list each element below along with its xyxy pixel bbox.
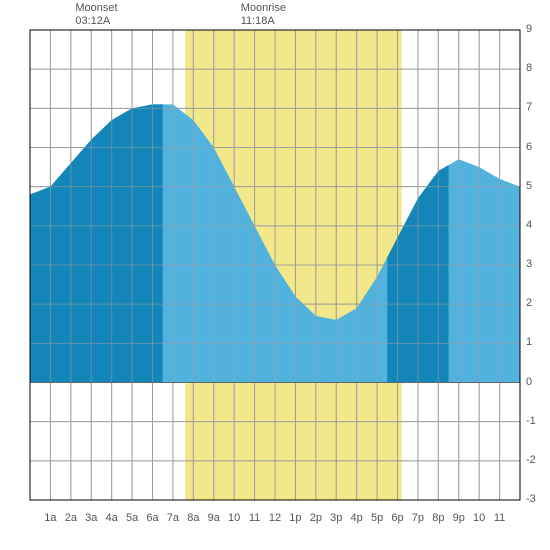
x-tick-label: 10	[228, 512, 240, 524]
x-tick-label: 1a	[44, 512, 56, 524]
chart-svg	[0, 0, 550, 550]
y-tick-label: -2	[526, 454, 536, 466]
x-tick-label: 3a	[85, 512, 97, 524]
moon-event-label: Moonrise11:18A	[241, 2, 286, 28]
x-tick-label: 4p	[351, 512, 363, 524]
x-tick-label: 7a	[167, 512, 179, 524]
tide-chart: -3-2-101234567891a2a3a4a5a6a7a8a9a101112…	[0, 0, 550, 550]
x-tick-label: 8a	[187, 512, 199, 524]
y-tick-label: 0	[526, 376, 532, 388]
x-tick-label: 2p	[310, 512, 322, 524]
x-tick-label: 9a	[208, 512, 220, 524]
x-tick-label: 4a	[106, 512, 118, 524]
x-tick-label: 1p	[289, 512, 301, 524]
y-tick-label: 9	[526, 23, 532, 35]
y-tick-label: 4	[526, 219, 532, 231]
x-tick-label: 11	[249, 512, 260, 524]
x-tick-label: 11	[494, 512, 505, 524]
moon-event-title: Moonrise	[241, 2, 286, 15]
x-tick-label: 6a	[146, 512, 158, 524]
x-tick-label: 10	[473, 512, 485, 524]
moon-event-title: Moonset	[75, 2, 117, 15]
y-tick-label: 5	[526, 180, 532, 192]
x-tick-label: 8p	[432, 512, 444, 524]
x-tick-label: 5p	[371, 512, 383, 524]
y-tick-label: 2	[526, 297, 532, 309]
x-tick-label: 6p	[391, 512, 403, 524]
y-tick-label: -3	[526, 493, 536, 505]
y-tick-label: 7	[526, 101, 532, 113]
moon-event-label: Moonset03:12A	[75, 2, 117, 28]
y-tick-label: -1	[526, 415, 536, 427]
x-tick-label: 2a	[65, 512, 77, 524]
moon-event-time: 11:18A	[241, 15, 286, 28]
x-tick-label: 3p	[330, 512, 342, 524]
y-tick-label: 6	[526, 141, 532, 153]
y-tick-label: 8	[526, 62, 532, 74]
x-tick-label: 5a	[126, 512, 138, 524]
x-tick-label: 9p	[453, 512, 465, 524]
y-tick-label: 3	[526, 258, 532, 270]
moon-event-time: 03:12A	[75, 15, 117, 28]
x-tick-label: 12	[269, 512, 281, 524]
x-tick-label: 7p	[412, 512, 424, 524]
y-tick-label: 1	[526, 336, 532, 348]
